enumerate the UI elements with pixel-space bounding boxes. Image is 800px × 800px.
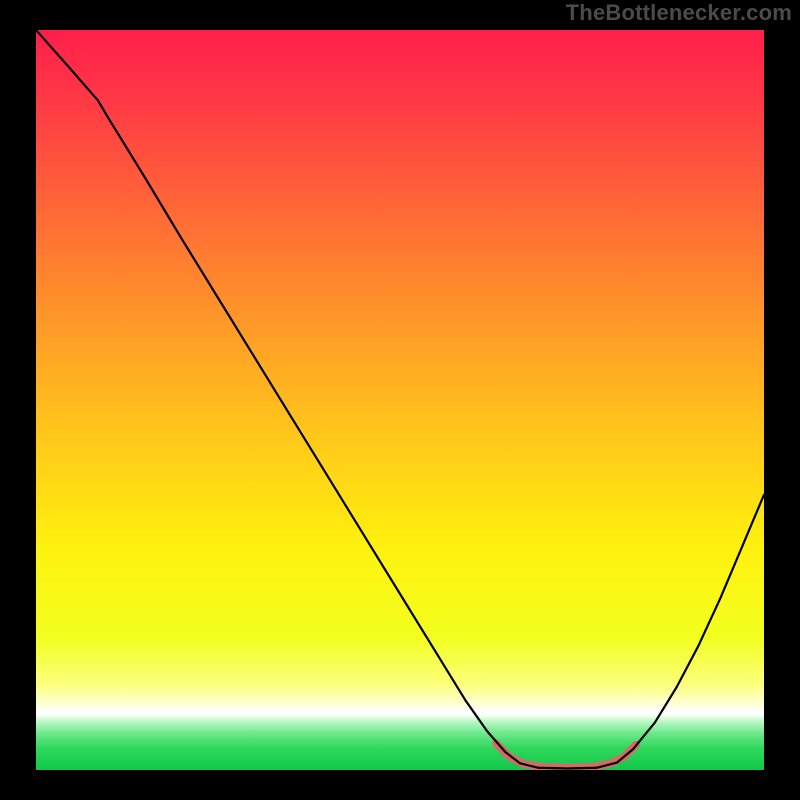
chart-svg	[36, 30, 764, 770]
plot-background	[36, 30, 764, 770]
bottleneck-chart: TheBottlenecker.com	[0, 0, 800, 800]
plot-area	[36, 30, 764, 770]
watermark-text: TheBottlenecker.com	[566, 0, 792, 26]
